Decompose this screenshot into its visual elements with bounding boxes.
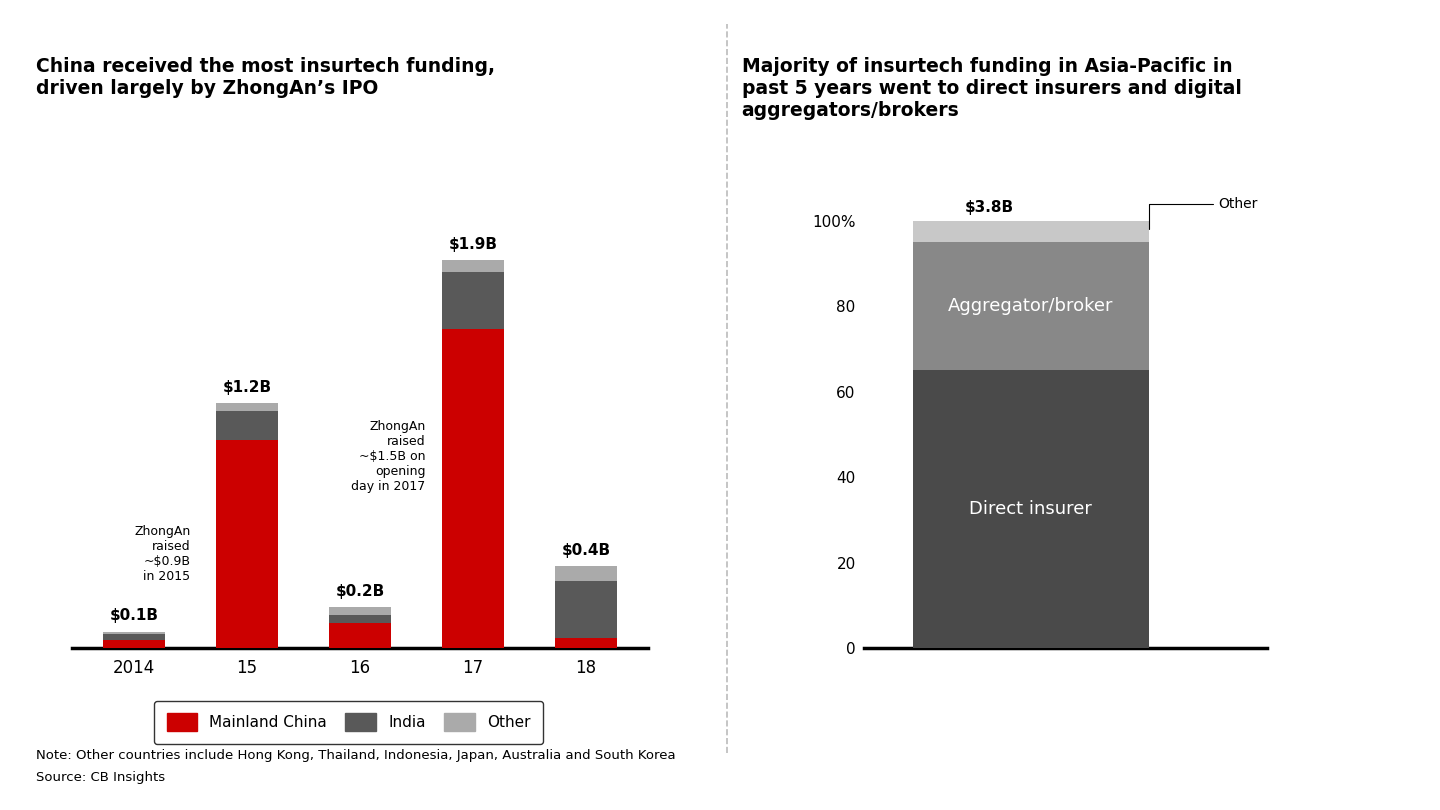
- Bar: [442, 260, 504, 272]
- Text: $3.8B: $3.8B: [965, 199, 1014, 215]
- Text: Direct insurer: Direct insurer: [969, 501, 1093, 518]
- Bar: [442, 272, 504, 330]
- Legend: Mainland China, India, Other: Mainland China, India, Other: [154, 701, 543, 744]
- Bar: [554, 566, 616, 581]
- Bar: [104, 633, 166, 640]
- Bar: [442, 330, 504, 648]
- Bar: [554, 637, 616, 648]
- Bar: [913, 221, 1149, 242]
- Bar: [104, 640, 166, 648]
- Bar: [104, 632, 166, 633]
- Text: $0.4B: $0.4B: [562, 544, 611, 558]
- Bar: [328, 608, 392, 616]
- Text: $1.9B: $1.9B: [448, 237, 497, 252]
- Bar: [328, 624, 392, 648]
- Text: $0.2B: $0.2B: [336, 584, 384, 599]
- Bar: [913, 242, 1149, 370]
- Text: ZhongAn
raised
~$1.5B on
opening
day in 2017: ZhongAn raised ~$1.5B on opening day in …: [351, 420, 425, 493]
- Text: Note: Other countries include Hong Kong, Thailand, Indonesia, Japan, Australia a: Note: Other countries include Hong Kong,…: [36, 749, 675, 762]
- Text: Other: Other: [1149, 197, 1259, 228]
- Text: Majority of insurtech funding in Asia-Pacific in
past 5 years went to direct ins: Majority of insurtech funding in Asia-Pa…: [742, 57, 1241, 120]
- Text: Aggregator/broker: Aggregator/broker: [948, 297, 1113, 315]
- Text: $0.1B: $0.1B: [109, 608, 158, 624]
- Text: Source: CB Insights: Source: CB Insights: [36, 771, 166, 784]
- Text: ZhongAn
raised
~$0.9B
in 2015: ZhongAn raised ~$0.9B in 2015: [134, 525, 190, 583]
- Bar: [554, 581, 616, 637]
- Bar: [328, 616, 392, 624]
- Bar: [913, 370, 1149, 648]
- Text: $1.2B: $1.2B: [223, 380, 272, 394]
- Text: China received the most insurtech funding,
driven largely by ZhongAn’s IPO: China received the most insurtech fundin…: [36, 57, 495, 98]
- Bar: [216, 411, 278, 440]
- Bar: [216, 403, 278, 411]
- Bar: [216, 440, 278, 648]
